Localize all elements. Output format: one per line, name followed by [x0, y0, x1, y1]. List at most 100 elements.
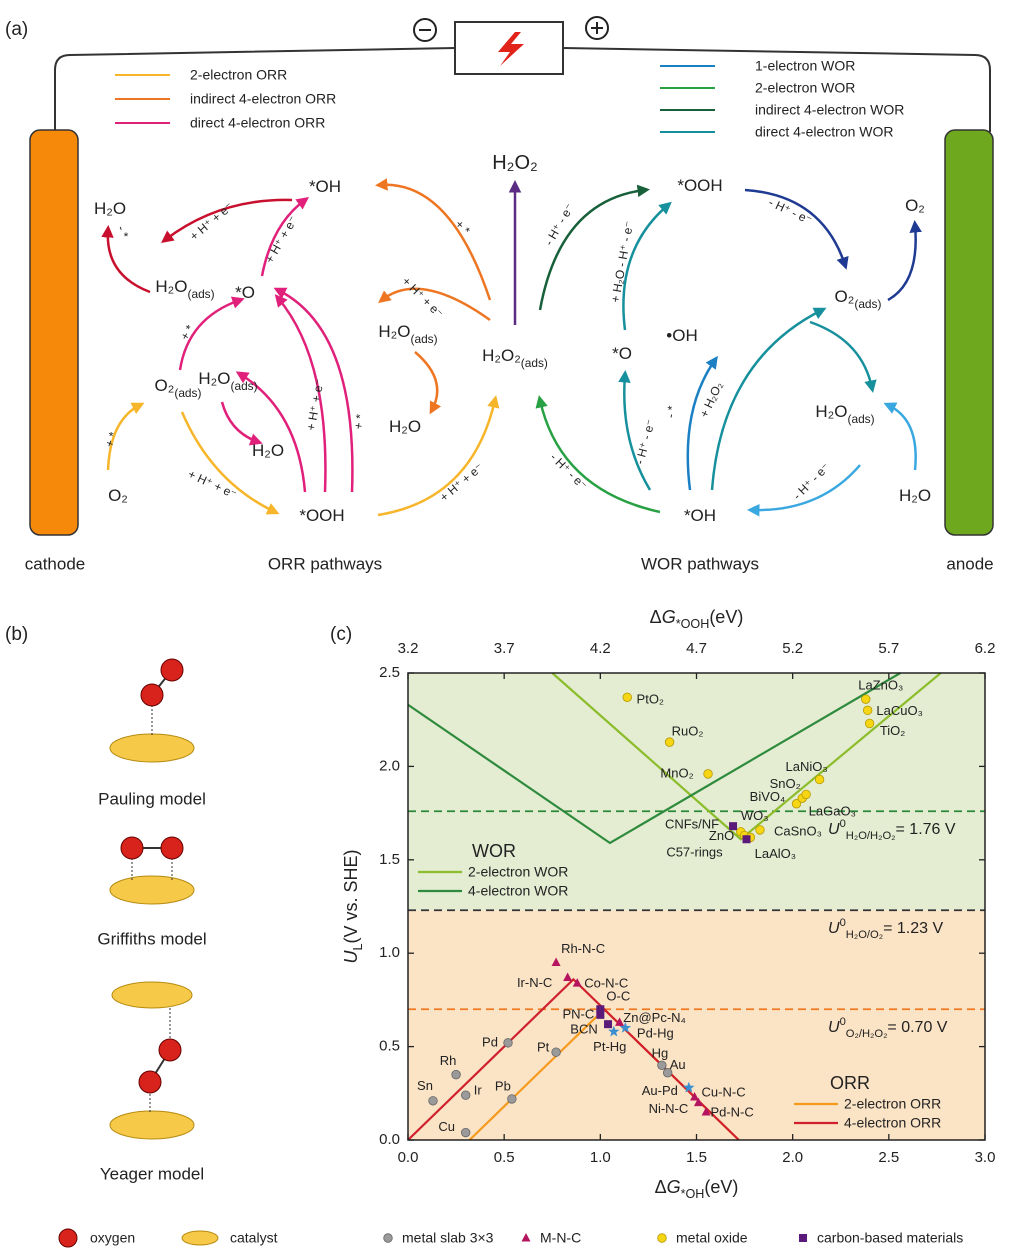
point-label: Ir [474, 1083, 483, 1098]
x2-tick-label: 5.7 [878, 640, 899, 657]
point-label: Hg [652, 1046, 669, 1061]
text-part: *OH [309, 177, 341, 196]
electrode-label: anode [946, 554, 993, 573]
point-marker [615, 1017, 625, 1026]
legend-label: 2-electron WOR [755, 80, 855, 96]
text-part: O₂ [155, 376, 175, 395]
text-part: H₂O₂ [482, 346, 521, 365]
point-marker [814, 774, 825, 785]
point-label: WO₃ [741, 808, 769, 823]
step-label: + H⁺ + e⁻ [262, 214, 300, 266]
legend-label: catalyst [230, 1230, 278, 1246]
species-label: O₂(ads) [835, 287, 882, 311]
species-label: *O [235, 283, 255, 302]
reference-label: U0O₂/H₂O₂= 0.70 V [828, 1016, 948, 1040]
point-marker [563, 972, 573, 981]
point-marker [791, 799, 802, 809]
point-label: Ir-N-C [517, 975, 552, 990]
catalyst-blob [109, 1110, 195, 1140]
reaction-arrow [686, 355, 718, 491]
lightning-icon [498, 32, 524, 66]
point-marker [503, 1038, 513, 1048]
step-label: - * [114, 224, 131, 240]
point-label: Sn [417, 1078, 433, 1093]
electrode-label: cathode [25, 554, 86, 573]
legend-label: 2-electron ORR [844, 1096, 941, 1112]
step-label: - H⁺ - e⁻ [632, 418, 657, 466]
x-tick-label: 3.0 [975, 1149, 996, 1166]
model-label: Griffiths model [97, 929, 206, 948]
species-label: H₂O(ads) [815, 402, 874, 426]
plus-terminal [585, 16, 609, 40]
point-label: C57-rings [666, 845, 723, 860]
point-marker [864, 718, 875, 729]
oxygen-atom [138, 1070, 162, 1094]
reaction-arrow [378, 287, 491, 322]
step-label: + H⁺ + e⁻ [399, 274, 446, 321]
text-part: (ads) [854, 297, 881, 311]
x-tick-label: 2.5 [878, 1149, 899, 1166]
species-label: H₂O [94, 199, 126, 218]
text-part: *OOH [677, 176, 722, 195]
text-part: *OH [681, 1187, 705, 1201]
cathode-electrode [29, 129, 79, 536]
point-marker [662, 1068, 673, 1078]
point-label: Pd [482, 1034, 498, 1049]
x2-tick-label: 3.7 [494, 640, 515, 657]
text-part: *O [612, 344, 632, 363]
legend-label: direct 4-electron WOR [755, 124, 893, 140]
legend-label: M-N-C [540, 1230, 581, 1246]
text-part: Δ [655, 1177, 667, 1197]
point-label: PtO₂ [637, 692, 664, 707]
text-part: = 1.76 V [896, 821, 956, 838]
pauling-model [109, 658, 195, 763]
legend-label: indirect 4-electron ORR [190, 91, 336, 107]
oxygen-atom [160, 658, 184, 682]
oxygen-atom [160, 836, 184, 860]
plus-sign [591, 22, 603, 34]
text-part: O₂ [905, 196, 925, 215]
legend-label: direct 4-electron ORR [190, 115, 325, 131]
step-label: - H⁺ - e⁻ [547, 450, 589, 492]
yeager-model [109, 981, 195, 1140]
text-part: H₂O₂ [492, 152, 538, 174]
legend-oxygen-icon [58, 1228, 78, 1248]
point-label: Pd-Hg [637, 1025, 674, 1040]
species-label: H₂O₂(ads) [482, 346, 548, 370]
point-label: LaGaO₃ [809, 804, 856, 819]
text-part: H₂O [252, 441, 284, 460]
text-part: (ads) [411, 332, 438, 346]
point-marker [799, 1234, 807, 1242]
text-part: *OOH [299, 506, 344, 525]
text-part: G [662, 607, 676, 627]
point-label: BiVO₄ [750, 789, 786, 804]
text-part: O₂ [108, 486, 128, 505]
point-marker [604, 1020, 613, 1029]
point-label: PN-C [562, 1006, 594, 1021]
point-label: LaNiO₃ [786, 759, 828, 774]
point-label: Au-Pd [642, 1083, 678, 1098]
x2-axis-title: ΔG*OOH(eV) [650, 607, 744, 632]
point-label: BCN [570, 1022, 597, 1037]
text-part: H₂O [155, 277, 187, 296]
point-marker [801, 789, 811, 800]
text-part: *OOH [676, 617, 710, 631]
point-marker [690, 1092, 700, 1101]
species-label: H₂O₂ [492, 152, 538, 174]
oxygen-atom [158, 1038, 182, 1062]
point-label: Rh-N-C [561, 941, 605, 956]
point-label: RuO₂ [672, 724, 704, 739]
text-part: H₂O/H₂O₂ [846, 830, 896, 842]
step-label: - * [663, 404, 679, 419]
x-axis-title: ΔG*OH(eV) [655, 1177, 739, 1202]
step-label: + * [177, 322, 197, 342]
point-marker [862, 705, 873, 716]
point-marker [693, 1097, 703, 1107]
x-tick-label: 1.5 [686, 1149, 707, 1166]
point-marker [461, 1090, 471, 1100]
step-label: - H⁺ - e⁻ [542, 201, 577, 248]
point-marker [657, 1060, 667, 1070]
text-part: U [828, 920, 840, 937]
species-label: O₂(ads) [155, 376, 202, 400]
point-marker [551, 1047, 561, 1057]
